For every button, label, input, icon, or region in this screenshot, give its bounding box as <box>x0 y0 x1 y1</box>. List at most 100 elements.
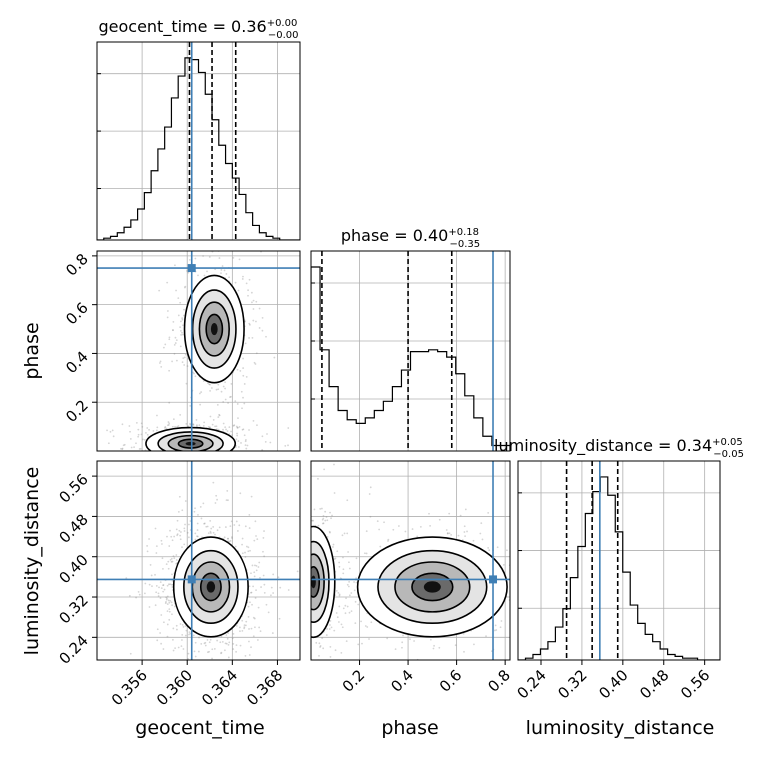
sample-point <box>181 463 183 465</box>
sample-point <box>227 499 229 502</box>
sample-point <box>292 588 294 590</box>
sample-point <box>189 422 191 425</box>
sample-point <box>251 603 253 606</box>
sample-point <box>454 644 457 647</box>
sample-point <box>459 514 462 517</box>
sample-point <box>244 342 247 345</box>
sample-point <box>294 566 296 568</box>
sample-point <box>288 598 290 600</box>
sample-point <box>171 579 174 582</box>
sample-point <box>304 626 306 628</box>
sample-point <box>203 642 206 645</box>
sample-point <box>338 594 341 597</box>
sample-point <box>184 500 187 502</box>
sample-point <box>161 557 164 560</box>
sample-point <box>188 458 190 460</box>
title-upper-error: +0.18 <box>448 227 479 238</box>
sample-point <box>250 591 253 594</box>
sample-point <box>294 558 296 560</box>
sample-point <box>252 319 255 322</box>
sample-point <box>487 511 490 514</box>
sample-point <box>170 535 173 538</box>
sample-point <box>308 585 310 587</box>
sample-point <box>174 342 177 344</box>
sample-point <box>166 535 168 538</box>
sample-point <box>240 390 243 393</box>
sample-point <box>180 320 182 323</box>
sample-point <box>301 530 303 532</box>
sample-point <box>485 635 487 637</box>
text-layer: geocent_time phase luminosity_distance p… <box>21 17 744 739</box>
sample-point <box>242 428 245 431</box>
sample-point <box>292 613 294 615</box>
sample-point <box>506 549 508 552</box>
sample-point <box>168 455 170 457</box>
sample-point <box>519 567 521 569</box>
y-tick-label: 0.40 <box>55 551 91 587</box>
sample-point <box>409 638 411 641</box>
sample-point <box>340 623 343 626</box>
sample-point <box>167 666 169 668</box>
sample-point <box>285 533 287 535</box>
sample-point <box>294 600 296 602</box>
sample-point <box>186 531 189 534</box>
sample-point <box>244 525 247 528</box>
sample-point <box>139 492 141 494</box>
sample-point <box>200 463 202 465</box>
sample-point <box>302 655 304 657</box>
sample-point <box>166 281 169 284</box>
sample-point <box>135 596 138 599</box>
sample-point <box>226 490 229 492</box>
sample-point <box>238 258 241 261</box>
density-peak <box>210 322 218 336</box>
sample-point <box>121 448 124 451</box>
sample-point <box>305 647 307 649</box>
sample-point <box>220 652 222 655</box>
sample-point <box>464 535 466 538</box>
sample-point <box>337 591 340 594</box>
sample-point <box>255 535 257 537</box>
sample-point <box>243 626 246 629</box>
sample-point <box>207 532 210 535</box>
sample-point <box>196 535 198 538</box>
sample-point <box>164 453 166 455</box>
sample-point <box>159 472 161 474</box>
sample-point <box>254 626 256 629</box>
sample-point <box>321 637 324 640</box>
sample-point <box>219 453 221 455</box>
sample-point <box>521 630 523 632</box>
sample-point <box>335 612 338 614</box>
sample-point <box>168 601 171 604</box>
sample-point <box>304 584 306 586</box>
sample-point <box>305 521 307 523</box>
sample-point <box>158 289 161 292</box>
sample-point <box>199 506 202 508</box>
sample-point <box>253 575 256 578</box>
sample-point <box>184 634 187 637</box>
sample-point <box>146 427 149 429</box>
sample-point <box>165 563 168 566</box>
sample-point <box>155 545 158 548</box>
sample-point <box>239 492 242 495</box>
sample-point <box>308 621 310 623</box>
sample-point <box>262 550 264 553</box>
sample-point <box>166 584 169 587</box>
sample-point <box>308 568 310 570</box>
sample-point <box>186 270 188 272</box>
sample-point <box>348 561 350 564</box>
sample-point <box>167 560 170 563</box>
sample-point <box>217 383 220 386</box>
sample-point <box>168 336 171 339</box>
frame-layer <box>92 41 721 665</box>
sample-point <box>155 672 157 674</box>
sample-point <box>208 641 211 644</box>
sample-point <box>313 508 316 511</box>
sample-point <box>307 638 309 640</box>
sample-point <box>122 444 125 447</box>
x-axis-label-phase: phase <box>381 717 438 739</box>
sample-point <box>197 513 199 516</box>
sample-point <box>199 403 202 406</box>
sample-point <box>307 571 309 573</box>
